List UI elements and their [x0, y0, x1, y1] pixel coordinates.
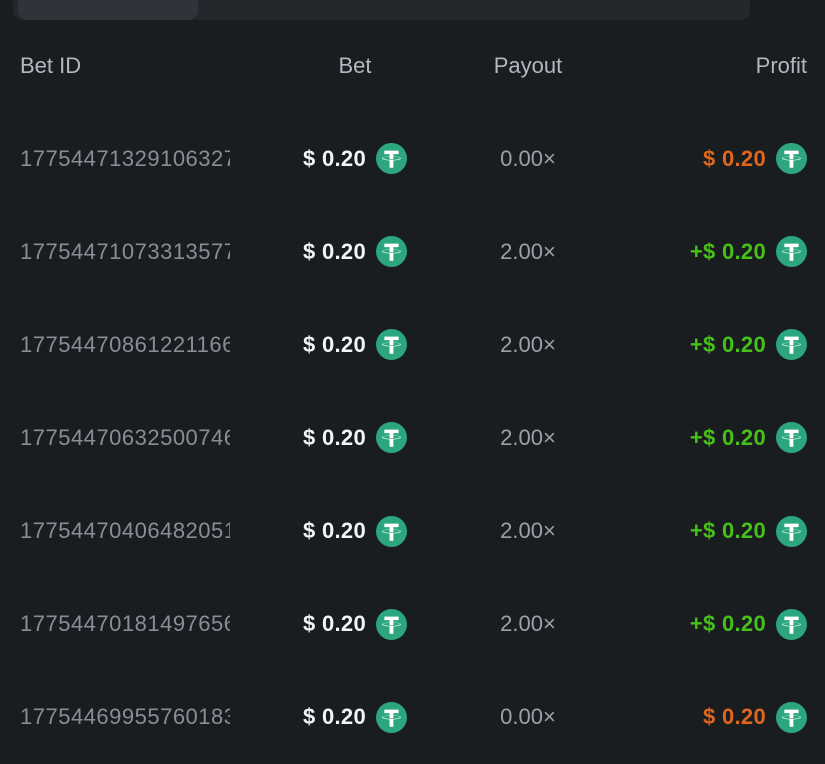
table-header-row: Bet ID Bet Payout Profit: [0, 20, 825, 112]
bet-id-cell[interactable]: 17754470181497656: [20, 611, 240, 637]
tether-icon: [776, 236, 807, 268]
payout-cell: 2.00×: [500, 424, 556, 450]
table-row[interactable]: 17754470632500746 $ 0.20 2.00× +$ 0.20: [0, 391, 825, 484]
bet-id-value: 17754471329106327: [20, 145, 230, 171]
profit-cell: +$ 0.20: [586, 515, 807, 547]
bet-amount: $ 0.20: [303, 424, 366, 450]
table-row[interactable]: 17754470861221166 $ 0.20 2.00× +$ 0.20: [0, 298, 825, 391]
table-row[interactable]: 17754471073313577 $ 0.20 2.00× +$ 0.20: [0, 205, 825, 298]
profit-cell: $ 0.20: [586, 143, 807, 175]
table-row[interactable]: 17754471329106327 $ 0.20 0.00× $ 0.20: [0, 112, 825, 205]
column-header-payout: Payout: [493, 53, 563, 78]
bet-amount: $ 0.20: [303, 331, 366, 357]
tether-icon: [776, 515, 807, 547]
tether-icon: [375, 608, 407, 640]
tabs-strip: [13, 0, 750, 20]
bet-id-value: 17754470632500746: [20, 424, 230, 450]
bets-history-table: Bet ID Bet Payout Profit 177544713291063…: [0, 20, 825, 764]
bet-id-value: 17754470861221166: [20, 331, 230, 357]
bet-id-cell[interactable]: 17754471073313577: [20, 239, 240, 265]
tether-icon: [375, 143, 407, 175]
bet-cell: $ 0.20: [240, 515, 470, 547]
tether-icon: [375, 236, 407, 268]
payout-cell: 2.00×: [500, 611, 556, 637]
tether-icon: [375, 701, 407, 733]
profit-amount: +$ 0.20: [689, 424, 766, 450]
tether-icon: [375, 515, 407, 547]
profit-amount: +$ 0.20: [689, 238, 766, 264]
tether-icon: [776, 701, 807, 733]
bet-amount: $ 0.20: [303, 145, 366, 171]
bet-amount: $ 0.20: [303, 238, 366, 264]
profit-amount: $ 0.20: [703, 145, 766, 171]
profit-cell: +$ 0.20: [586, 608, 807, 640]
column-header-profit: Profit: [755, 53, 807, 78]
column-header-bet-id: Bet ID: [20, 53, 82, 78]
bet-id-value: 17754470406482051: [20, 518, 230, 544]
bet-cell: $ 0.20: [240, 608, 470, 640]
bet-id-cell[interactable]: 17754470632500746: [20, 425, 240, 451]
payout-cell: 2.00×: [500, 518, 556, 544]
profit-amount: +$ 0.20: [689, 331, 766, 357]
table-row[interactable]: 17754469955760183 $ 0.20 0.00× $ 0.20: [0, 671, 825, 764]
table-row[interactable]: 17754470406482051 $ 0.20 2.00× +$ 0.20: [0, 485, 825, 578]
payout-cell: 2.00×: [500, 331, 556, 357]
bet-cell: $ 0.20: [240, 236, 470, 268]
bet-id-value: 17754469955760183: [20, 704, 230, 730]
bet-id-cell[interactable]: 17754470406482051: [20, 518, 240, 544]
tether-icon: [375, 329, 407, 361]
bet-id-cell[interactable]: 17754471329106327: [20, 146, 240, 172]
tether-icon: [776, 608, 807, 640]
tether-icon: [776, 422, 807, 454]
bet-cell: $ 0.20: [240, 329, 470, 361]
column-header-bet: Bet: [338, 53, 372, 78]
profit-cell: +$ 0.20: [586, 236, 807, 268]
payout-cell: 2.00×: [500, 238, 556, 264]
profit-amount: +$ 0.20: [689, 611, 766, 637]
payout-cell: 0.00×: [500, 704, 556, 730]
tether-icon: [776, 143, 807, 175]
bet-id-cell[interactable]: 17754469955760183: [20, 704, 240, 730]
bet-id-cell[interactable]: 17754470861221166: [20, 332, 240, 358]
bet-id-value: 17754471073313577: [20, 238, 230, 264]
bet-amount: $ 0.20: [303, 518, 366, 544]
active-tab[interactable]: [18, 0, 198, 20]
bet-id-value: 17754470181497656: [20, 611, 230, 637]
bet-cell: $ 0.20: [240, 422, 470, 454]
bet-cell: $ 0.20: [240, 143, 470, 175]
table-body: 17754471329106327 $ 0.20 0.00× $ 0.20 17…: [0, 112, 825, 764]
profit-amount: $ 0.20: [703, 704, 766, 730]
profit-cell: +$ 0.20: [586, 329, 807, 361]
tether-icon: [375, 422, 407, 454]
profit-cell: +$ 0.20: [586, 422, 807, 454]
tether-icon: [776, 329, 807, 361]
bet-cell: $ 0.20: [240, 701, 470, 733]
payout-cell: 0.00×: [500, 145, 556, 171]
table-row[interactable]: 17754470181497656 $ 0.20 2.00× +$ 0.20: [0, 578, 825, 671]
profit-cell: $ 0.20: [586, 701, 807, 733]
bet-amount: $ 0.20: [303, 611, 366, 637]
profit-amount: +$ 0.20: [689, 518, 766, 544]
bet-amount: $ 0.20: [303, 704, 366, 730]
